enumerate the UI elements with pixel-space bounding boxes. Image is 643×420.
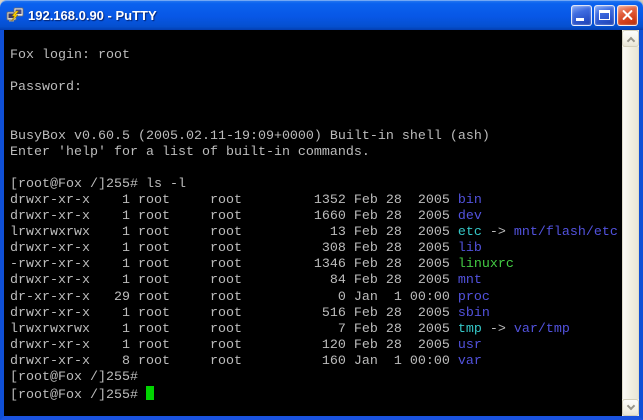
chevron-down-icon [626, 401, 635, 410]
terminal-line: drwxr-xr-x 8 root root 160 Jan 1 00:00 v… [10, 353, 482, 369]
scroll-up-button[interactable] [622, 30, 639, 47]
window-body: Fox login: root Password: BusyBox v0.60.… [0, 30, 643, 420]
terminal-line: drwxr-xr-x 1 root root 84 Feb 28 2005 mn… [10, 273, 482, 289]
terminal-line: Fox login: root [10, 48, 130, 64]
terminal-line: drwxr-xr-x 1 root root 1660 Feb 28 2005 … [10, 209, 482, 225]
terminal-line: lrwxrwxrwx 1 root root 7 Feb 28 2005 tmp… [10, 321, 570, 337]
terminal-cursor [145, 386, 154, 401]
terminal-line: [root@Fox /]255# [10, 386, 622, 403]
title-bar[interactable]: 192.168.0.90 - PuTTY [0, 0, 643, 30]
terminal-line: drwxr-xr-x 1 root root 308 Feb 28 2005 l… [10, 241, 482, 257]
putty-icon[interactable] [6, 7, 24, 23]
terminal-line: -rwxr-xr-x 1 root root 1346 Feb 28 2005 … [10, 257, 514, 273]
maximize-icon [599, 9, 610, 20]
chevron-up-icon [626, 36, 635, 45]
terminal-line: Enter 'help' for a list of built-in comm… [10, 144, 370, 160]
close-button[interactable] [617, 4, 638, 26]
terminal-line: BusyBox v0.60.5 (2005.02.11-19:09+0000) … [10, 128, 490, 144]
scroll-down-button[interactable] [622, 399, 639, 416]
terminal-line: [root@Fox /]255# [10, 369, 138, 385]
terminal-line: [root@Fox /]255# ls -l [10, 176, 186, 192]
terminal-line: lrwxrwxrwx 1 root root 13 Feb 28 2005 et… [10, 225, 618, 241]
window-title: 192.168.0.90 - PuTTY [28, 7, 157, 23]
terminal-line: Password: [10, 80, 82, 96]
terminal-line [10, 96, 622, 112]
minimize-button[interactable] [571, 4, 592, 26]
terminal-screen[interactable]: Fox login: root Password: BusyBox v0.60.… [4, 30, 622, 416]
terminal-line [10, 161, 622, 177]
minimize-icon [576, 17, 584, 21]
terminal-line [10, 112, 622, 128]
terminal-line: drwxr-xr-x 1 root root 1352 Feb 28 2005 … [10, 192, 482, 208]
scrollbar-thumb[interactable] [622, 47, 639, 399]
scrollbar[interactable] [622, 30, 639, 416]
terminal-line: drwxr-xr-x 1 root root 120 Feb 28 2005 u… [10, 337, 482, 353]
maximize-button[interactable] [594, 4, 615, 26]
terminal-line: dr-xr-xr-x 29 root root 0 Jan 1 00:00 pr… [10, 289, 490, 305]
terminal-line [10, 32, 622, 48]
terminal-line: drwxr-xr-x 1 root root 516 Feb 28 2005 s… [10, 305, 490, 321]
terminal-line [10, 64, 622, 80]
